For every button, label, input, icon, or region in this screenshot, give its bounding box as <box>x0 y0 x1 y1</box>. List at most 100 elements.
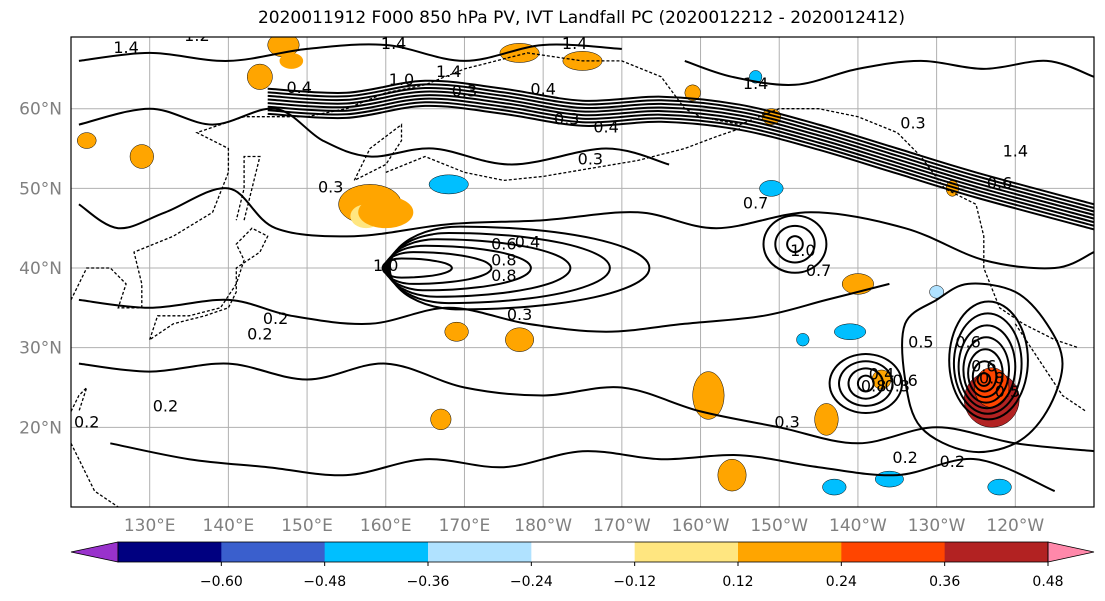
contour-label: 0.6 <box>987 173 1012 192</box>
colorbar-segment <box>531 542 636 562</box>
contour-label: 0.6 <box>955 333 980 352</box>
contour-label: 0.4 <box>515 232 540 251</box>
longitude-labels: 130°E 140°E 150°E 160°E 170°E 180°W 170°W 160°W… <box>124 516 1045 536</box>
ivt-region <box>692 371 725 420</box>
contour-label: 0.6 <box>892 371 917 390</box>
contour-label: 0.3 <box>900 114 925 133</box>
contour-label: 1.4 <box>113 38 138 57</box>
lon-tick-label: 130°E <box>124 516 176 536</box>
contour-label: 1.4 <box>562 34 587 53</box>
pv-contour <box>267 97 1094 224</box>
coastline <box>71 387 88 412</box>
colorbar-tick-label: −0.36 <box>407 574 450 590</box>
contour-label: 0.3 <box>774 412 799 431</box>
pv-contour <box>78 282 890 333</box>
lat-tick-label: 40°N <box>19 259 62 279</box>
ivt-region <box>814 403 839 436</box>
ivt-region <box>822 478 847 496</box>
colorbar-tick-label: −0.48 <box>303 574 346 590</box>
contour-label: 1.4 <box>381 34 406 53</box>
lon-tick-label: 170°E <box>439 516 491 536</box>
pv-contour <box>267 94 1094 220</box>
lon-tick-label: 140°E <box>203 516 255 536</box>
lon-tick-label: 150°W <box>750 516 808 536</box>
contour-label: 1.4 <box>743 74 768 93</box>
pv-contour <box>952 312 1023 415</box>
lon-tick-label: 120°W <box>986 516 1044 536</box>
pv-contour <box>762 214 828 274</box>
colorbar-tick-label: −0.12 <box>613 574 656 590</box>
pv-contour <box>837 360 894 407</box>
pv-contour <box>381 257 453 279</box>
lon-tick-label: 160°W <box>672 516 730 536</box>
colorbar-tick-labels: −0.60 −0.48 −0.36 −0.24 −0.12 0.12 0.24 0.36 0.4… <box>200 562 1064 590</box>
coastline <box>71 443 119 507</box>
ivt-region <box>929 285 944 299</box>
colorbar-segment <box>221 542 326 562</box>
pv-contour <box>267 101 1094 227</box>
coastline <box>1014 323 1087 412</box>
pv-contours <box>78 43 1094 493</box>
contour-label: 0.7 <box>806 261 831 280</box>
pv-contour <box>948 300 1029 421</box>
lon-tick-label: 170°W <box>593 516 651 536</box>
colorbar-segment <box>118 542 222 562</box>
colorbar-tick-label: 0.36 <box>929 574 960 590</box>
contour-label: 0.6 <box>491 235 516 254</box>
ivt-region <box>684 84 701 101</box>
pv-contour <box>684 59 1094 86</box>
ivt-region <box>717 458 747 492</box>
contour-label: 1.4 <box>436 62 461 81</box>
contour-label: 1.2 <box>184 26 209 45</box>
ivt-region <box>77 132 97 149</box>
pv-contour <box>976 372 992 387</box>
coastlines <box>71 52 1087 507</box>
contour-label: 0.8 <box>491 266 516 285</box>
lon-tick-label: 180°W <box>514 516 572 536</box>
contour-label: 0.4 <box>286 78 311 97</box>
pv-contour <box>957 324 1017 410</box>
coastline <box>71 52 1079 349</box>
ivt-region <box>759 180 784 197</box>
contour-label: 1.0 <box>389 70 414 89</box>
contour-label: 0.7 <box>743 193 768 212</box>
pv-contour <box>78 362 1094 453</box>
ivt-region <box>505 327 534 352</box>
contour-label: 0.8 <box>491 251 516 270</box>
lon-tick-label: 130°W <box>908 516 966 536</box>
contour-label: 0.2 <box>263 309 288 328</box>
colorbar-extend-high <box>1047 541 1095 563</box>
ivt-region <box>129 144 154 169</box>
lat-tick-label: 50°N <box>19 179 62 199</box>
colorbar-tick-label: 0.24 <box>826 574 857 590</box>
pv-contour <box>901 282 1064 454</box>
pv-contour <box>962 336 1011 404</box>
contour-label: 0.4 <box>530 79 555 98</box>
pv-contour <box>828 353 904 414</box>
pv-contour <box>110 442 1056 493</box>
pv-contour <box>774 224 816 264</box>
contour-label: 0.2 <box>247 325 272 344</box>
colorbar-segment <box>738 542 842 562</box>
ivt-region <box>247 63 273 90</box>
contour-label: 0.8 <box>979 369 1004 388</box>
coastline <box>148 227 269 342</box>
colorbar-tick-label: 0.48 <box>1032 574 1063 590</box>
lon-tick-label: 140°W <box>829 516 887 536</box>
contour-label: 0.5 <box>908 333 933 352</box>
contour-label: 0.3 <box>885 376 910 395</box>
pv-contour <box>267 79 1094 206</box>
pv-contour <box>267 104 1094 231</box>
contour-label: 0.3 <box>578 149 603 168</box>
pv-contour <box>786 235 804 254</box>
contour-labels: 1.41.2 1.41.41.41.00.4 0.3 0.40.30.30.40.30… <box>74 26 1028 471</box>
pv-contour <box>78 43 622 62</box>
ivt-region <box>834 323 867 340</box>
pv-contour <box>382 251 493 285</box>
lon-tick-label: 150°E <box>281 516 333 536</box>
coastline <box>353 123 403 181</box>
colorbar-tick-label: 0.12 <box>722 574 753 590</box>
ivt-region <box>358 196 414 229</box>
contour-label: 0.6 <box>971 357 996 376</box>
